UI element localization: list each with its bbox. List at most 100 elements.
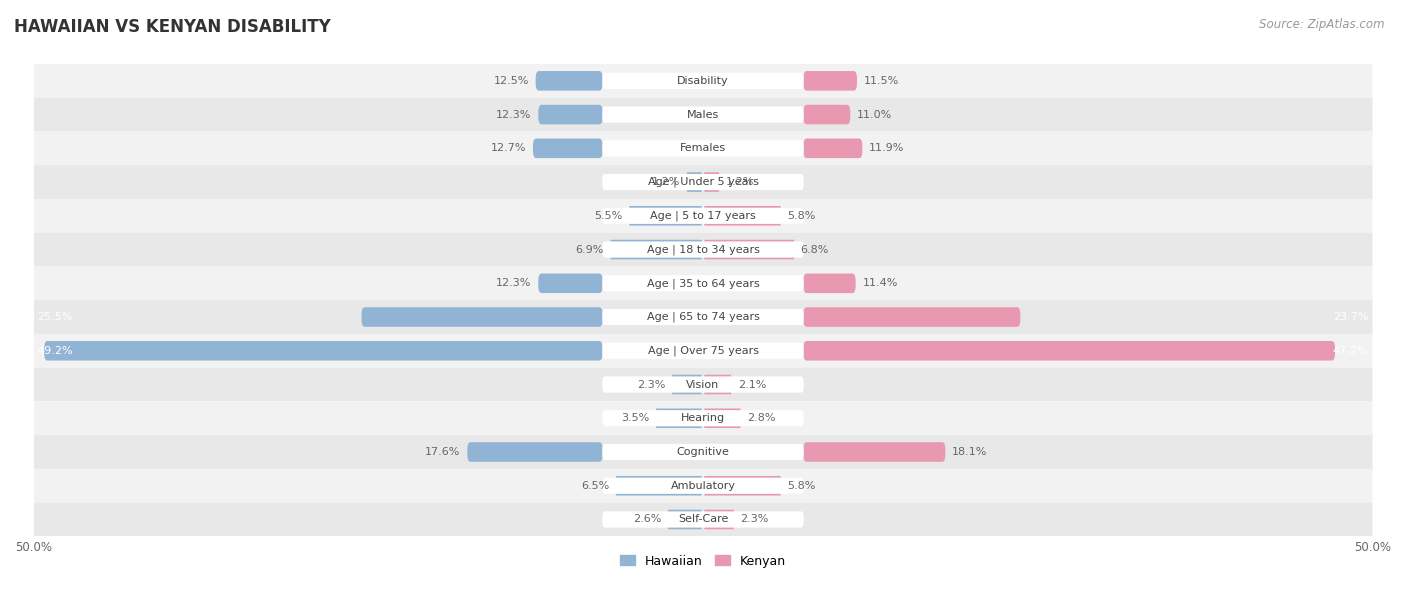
Text: 18.1%: 18.1% (952, 447, 987, 457)
FancyBboxPatch shape (657, 408, 702, 428)
Text: Age | 65 to 74 years: Age | 65 to 74 years (647, 312, 759, 323)
FancyBboxPatch shape (34, 165, 1372, 199)
FancyBboxPatch shape (602, 512, 804, 528)
Text: 2.3%: 2.3% (741, 515, 769, 524)
FancyBboxPatch shape (704, 408, 741, 428)
FancyBboxPatch shape (602, 207, 804, 224)
FancyBboxPatch shape (602, 174, 804, 190)
FancyBboxPatch shape (533, 138, 603, 158)
Text: 12.3%: 12.3% (496, 278, 531, 288)
Text: Age | 18 to 34 years: Age | 18 to 34 years (647, 244, 759, 255)
FancyBboxPatch shape (34, 233, 1372, 266)
FancyBboxPatch shape (34, 132, 1372, 165)
FancyBboxPatch shape (602, 376, 804, 393)
FancyBboxPatch shape (602, 73, 804, 89)
FancyBboxPatch shape (602, 309, 804, 325)
FancyBboxPatch shape (803, 307, 1021, 327)
Text: 1.2%: 1.2% (652, 177, 681, 187)
FancyBboxPatch shape (34, 469, 1372, 502)
Text: Age | Under 5 years: Age | Under 5 years (648, 177, 758, 187)
FancyBboxPatch shape (34, 435, 1372, 469)
FancyBboxPatch shape (538, 274, 603, 293)
Text: Females: Females (681, 143, 725, 154)
FancyBboxPatch shape (704, 240, 794, 259)
Text: 17.6%: 17.6% (425, 447, 461, 457)
FancyBboxPatch shape (602, 275, 804, 291)
Text: 11.4%: 11.4% (862, 278, 897, 288)
Text: HAWAIIAN VS KENYAN DISABILITY: HAWAIIAN VS KENYAN DISABILITY (14, 18, 330, 36)
Text: 49.2%: 49.2% (38, 346, 73, 356)
Text: 1.2%: 1.2% (725, 177, 754, 187)
FancyBboxPatch shape (610, 240, 702, 259)
Text: 12.7%: 12.7% (491, 143, 526, 154)
Text: 5.5%: 5.5% (595, 211, 623, 221)
FancyBboxPatch shape (602, 410, 804, 427)
FancyBboxPatch shape (602, 477, 804, 494)
FancyBboxPatch shape (704, 510, 734, 529)
Text: 3.5%: 3.5% (621, 413, 650, 424)
FancyBboxPatch shape (34, 334, 1372, 368)
FancyBboxPatch shape (44, 341, 603, 360)
FancyBboxPatch shape (803, 105, 851, 124)
Text: 2.3%: 2.3% (637, 379, 665, 389)
FancyBboxPatch shape (34, 98, 1372, 132)
Text: 5.8%: 5.8% (787, 481, 815, 491)
Text: 2.6%: 2.6% (633, 515, 661, 524)
FancyBboxPatch shape (467, 442, 603, 462)
Text: 6.5%: 6.5% (581, 481, 609, 491)
FancyBboxPatch shape (34, 199, 1372, 233)
FancyBboxPatch shape (803, 341, 1336, 360)
FancyBboxPatch shape (704, 206, 780, 226)
Text: Age | Over 75 years: Age | Over 75 years (648, 346, 758, 356)
Text: 25.5%: 25.5% (38, 312, 73, 322)
Text: Self-Care: Self-Care (678, 515, 728, 524)
FancyBboxPatch shape (803, 138, 862, 158)
FancyBboxPatch shape (704, 476, 780, 496)
FancyBboxPatch shape (688, 172, 702, 192)
FancyBboxPatch shape (602, 343, 804, 359)
Text: 47.2%: 47.2% (1333, 346, 1368, 356)
FancyBboxPatch shape (34, 502, 1372, 536)
FancyBboxPatch shape (704, 375, 731, 394)
Text: 11.0%: 11.0% (858, 110, 893, 119)
FancyBboxPatch shape (602, 140, 804, 157)
Text: 11.5%: 11.5% (863, 76, 898, 86)
Text: Age | 35 to 64 years: Age | 35 to 64 years (647, 278, 759, 288)
Legend: Hawaiian, Kenyan: Hawaiian, Kenyan (614, 550, 792, 573)
FancyBboxPatch shape (704, 172, 718, 192)
FancyBboxPatch shape (538, 105, 603, 124)
Text: Ambulatory: Ambulatory (671, 481, 735, 491)
FancyBboxPatch shape (803, 274, 856, 293)
FancyBboxPatch shape (616, 476, 702, 496)
Text: 6.8%: 6.8% (801, 245, 830, 255)
FancyBboxPatch shape (602, 106, 804, 122)
FancyBboxPatch shape (34, 300, 1372, 334)
Text: Vision: Vision (686, 379, 720, 389)
Text: 12.3%: 12.3% (496, 110, 531, 119)
Text: Disability: Disability (678, 76, 728, 86)
FancyBboxPatch shape (536, 71, 603, 91)
FancyBboxPatch shape (803, 71, 858, 91)
Text: Age | 5 to 17 years: Age | 5 to 17 years (650, 211, 756, 221)
Text: 11.9%: 11.9% (869, 143, 904, 154)
Text: 2.8%: 2.8% (747, 413, 776, 424)
FancyBboxPatch shape (34, 266, 1372, 300)
FancyBboxPatch shape (630, 206, 702, 226)
Text: Source: ZipAtlas.com: Source: ZipAtlas.com (1260, 18, 1385, 31)
FancyBboxPatch shape (602, 242, 804, 258)
FancyBboxPatch shape (803, 442, 945, 462)
FancyBboxPatch shape (34, 64, 1372, 98)
Text: Males: Males (688, 110, 718, 119)
FancyBboxPatch shape (668, 510, 702, 529)
Text: 2.1%: 2.1% (738, 379, 766, 389)
FancyBboxPatch shape (602, 444, 804, 460)
FancyBboxPatch shape (361, 307, 603, 327)
Text: Cognitive: Cognitive (676, 447, 730, 457)
Text: Hearing: Hearing (681, 413, 725, 424)
FancyBboxPatch shape (34, 401, 1372, 435)
FancyBboxPatch shape (672, 375, 702, 394)
Text: 5.8%: 5.8% (787, 211, 815, 221)
Text: 23.7%: 23.7% (1333, 312, 1368, 322)
FancyBboxPatch shape (34, 368, 1372, 401)
Text: 12.5%: 12.5% (494, 76, 529, 86)
